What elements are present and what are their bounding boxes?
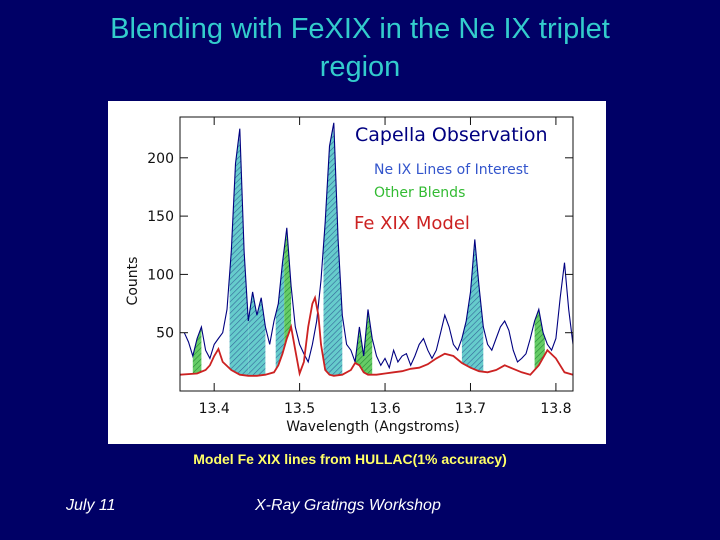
chart-panel: 13.4 13.5 13.6 13.7 13.8 50 100 150 200 Counts W… bbox=[108, 101, 606, 444]
slide-title: Blending with FeXIX in the Ne IX triplet… bbox=[0, 10, 720, 86]
shaded-region-7 bbox=[355, 309, 373, 375]
slide-title-line1: Blending with FeXIX in the Ne IX triplet bbox=[110, 13, 610, 45]
series-line-fe-xix-model bbox=[179, 294, 574, 377]
footer-event: X-Ray Gratings Workshop bbox=[255, 497, 441, 514]
spectrum-chart: 13.4 13.5 13.6 13.7 13.8 50 100 150 200 Counts W… bbox=[125, 116, 574, 435]
slide-title-line2: region bbox=[319, 51, 401, 83]
legend-other-blends: Other Blends bbox=[374, 185, 465, 201]
legend-fe-xix-model: Fe XIX Model bbox=[354, 213, 470, 234]
legend-ne-ix-lines: Ne IX Lines of Interest bbox=[374, 162, 529, 178]
x-axis-label: Wavelength (Angstroms) bbox=[286, 419, 460, 435]
chart-caption: Model Fe XIX lines from HULLAC(1% accura… bbox=[193, 451, 507, 467]
shaded-region-2 bbox=[229, 135, 249, 376]
shaded-region-9 bbox=[534, 309, 545, 370]
series-line-capella-observation bbox=[183, 122, 574, 370]
x-tick-label: 13.7 bbox=[455, 401, 486, 417]
shaded-region-5 bbox=[284, 230, 292, 348]
plot-frame bbox=[179, 116, 574, 392]
x-tick-label: 13.4 bbox=[199, 401, 230, 417]
x-tick-label: 13.5 bbox=[284, 401, 315, 417]
shaded-region-3 bbox=[248, 291, 266, 376]
x-tick-label: 13.8 bbox=[540, 401, 571, 417]
y-tick-label: 50 bbox=[156, 326, 174, 342]
footer-date: July 11 bbox=[66, 497, 116, 514]
shaded-region-1 bbox=[192, 326, 202, 374]
shaded-region-6 bbox=[323, 127, 343, 376]
shaded-region-4 bbox=[275, 248, 285, 370]
legend-capella-observation: Capella Observation bbox=[355, 124, 548, 146]
y-tick-label: 150 bbox=[147, 209, 174, 225]
y-axis-label: Counts bbox=[125, 257, 141, 306]
y-tick-label: 200 bbox=[147, 151, 174, 167]
x-tick-label: 13.6 bbox=[369, 401, 400, 417]
y-tick-label: 100 bbox=[147, 267, 174, 283]
